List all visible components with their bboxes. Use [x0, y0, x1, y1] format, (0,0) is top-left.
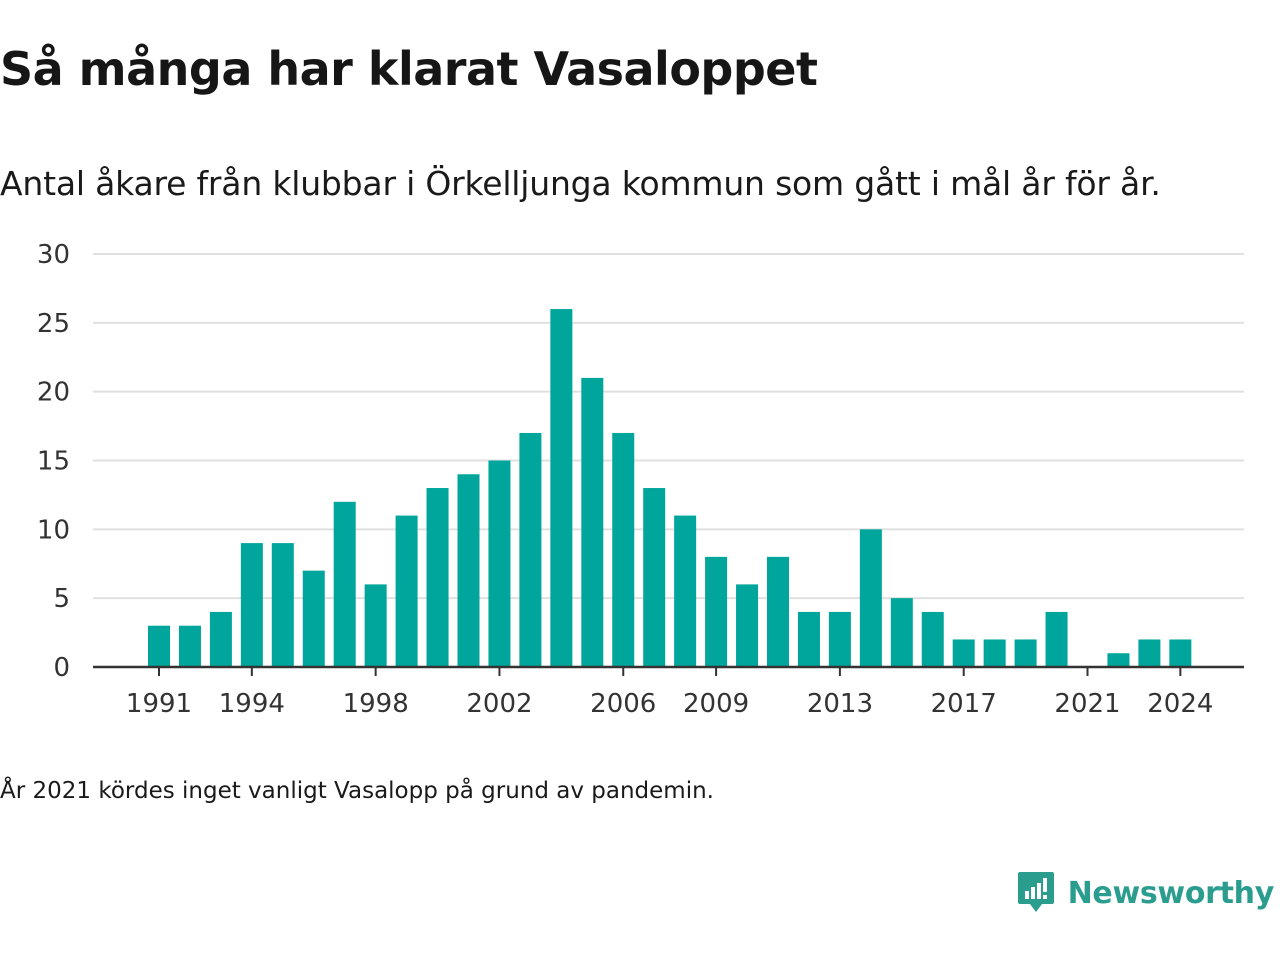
x-tick-label: 2002	[466, 689, 532, 719]
y-tick-label: 20	[37, 378, 70, 408]
x-tick-label: 2013	[807, 689, 873, 719]
bar	[983, 639, 1006, 667]
bar	[612, 432, 635, 667]
x-tick-label: 2006	[590, 689, 656, 719]
bar	[271, 543, 294, 667]
bar	[1169, 639, 1192, 667]
bar	[364, 584, 387, 667]
bar	[550, 309, 573, 667]
bar	[736, 584, 759, 667]
bar	[859, 529, 882, 667]
y-tick-label: 25	[37, 309, 70, 339]
bar	[767, 556, 789, 667]
bar	[178, 625, 201, 667]
bar	[921, 611, 944, 667]
y-tick-label: 0	[53, 653, 70, 683]
chart-title: Så många har klarat Vasaloppet	[0, 42, 818, 96]
bar	[828, 611, 851, 667]
x-tick-label: 2009	[683, 689, 749, 719]
x-tick-label: 1994	[219, 689, 285, 719]
brand-name: Newsworthy	[1067, 875, 1275, 911]
bar-chart: 0 5 10 15 20 25 30 1991 1994 1998 2002 2006 2009 2013…	[37, 240, 1244, 719]
bar	[1014, 639, 1037, 667]
newsworthy-chart-bubble-icon	[1017, 872, 1054, 912]
axes: 0 5 10 15 20 25 30 1991 1994 1998 2002 2006 2009 2013…	[37, 240, 1244, 719]
grid-lines	[93, 253, 1244, 600]
bar	[395, 515, 418, 667]
bar	[302, 570, 325, 667]
bar	[1138, 639, 1161, 667]
bar	[148, 625, 170, 667]
x-tick-label: 1991	[126, 689, 192, 719]
bar	[426, 488, 449, 667]
bar	[209, 611, 232, 667]
brand-logo: Newsworthy	[1016, 870, 1274, 916]
x-tick-label: 2024	[1147, 689, 1213, 719]
chart-subtitle: Antal åkare från klubbar i Örkelljunga k…	[0, 164, 1161, 203]
bars	[148, 309, 1192, 667]
y-tick-label: 30	[37, 240, 70, 270]
y-tick-label: 5	[53, 584, 70, 614]
bar	[457, 474, 480, 667]
bar	[1107, 653, 1130, 667]
bar	[705, 556, 728, 667]
bar	[333, 501, 356, 667]
bar	[519, 432, 542, 667]
bar	[488, 460, 511, 667]
x-tick-label: 2017	[931, 689, 997, 719]
bar	[1045, 611, 1068, 667]
footnote: År 2021 kördes inget vanligt Vasalopp på…	[0, 778, 714, 804]
bar	[890, 598, 913, 667]
x-tick-label: 2021	[1054, 689, 1120, 719]
bar	[240, 543, 263, 667]
bar	[952, 639, 975, 667]
y-tick-label: 15	[37, 447, 70, 477]
x-tick-label: 1998	[343, 689, 409, 719]
y-tick-label: 10	[37, 515, 70, 545]
bar	[797, 611, 820, 667]
bar	[581, 377, 604, 667]
bar	[643, 488, 666, 667]
bar	[674, 515, 697, 667]
